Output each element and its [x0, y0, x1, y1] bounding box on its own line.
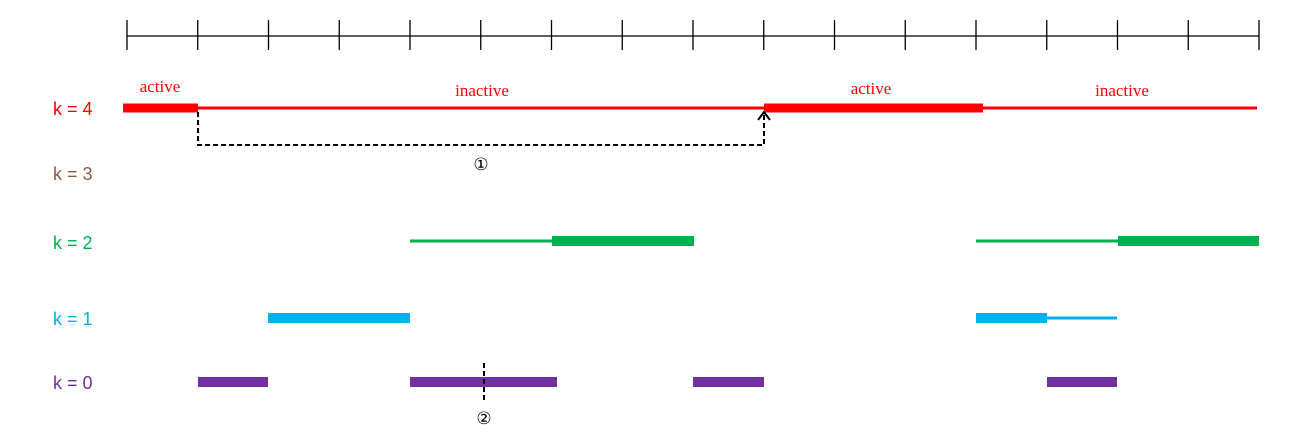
segment-label: inactive	[1095, 81, 1149, 100]
timeline	[126, 20, 1260, 50]
row-label: k = 3	[53, 164, 93, 184]
row-label: k = 4	[53, 99, 93, 119]
arrow-head	[757, 110, 771, 121]
segment-label: inactive	[455, 81, 509, 100]
marker: ②	[476, 409, 491, 429]
dashed-link	[197, 112, 765, 146]
segment-label: active	[851, 79, 892, 98]
row-label: k = 2	[53, 233, 93, 253]
row-label: k = 1	[53, 309, 93, 329]
marker: ①	[473, 155, 488, 175]
segment-label: active	[140, 77, 181, 96]
row-label: k = 0	[53, 373, 93, 393]
